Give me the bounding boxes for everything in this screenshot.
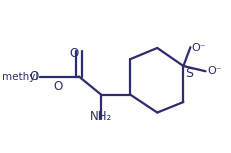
Text: O⁻: O⁻	[207, 66, 221, 76]
Text: O⁻: O⁻	[191, 43, 205, 53]
Text: S: S	[184, 67, 192, 80]
Text: O: O	[29, 70, 39, 83]
Text: O: O	[53, 80, 62, 93]
Text: methyl: methyl	[2, 71, 39, 82]
Text: O: O	[69, 47, 78, 60]
Text: NH₂: NH₂	[89, 110, 112, 123]
